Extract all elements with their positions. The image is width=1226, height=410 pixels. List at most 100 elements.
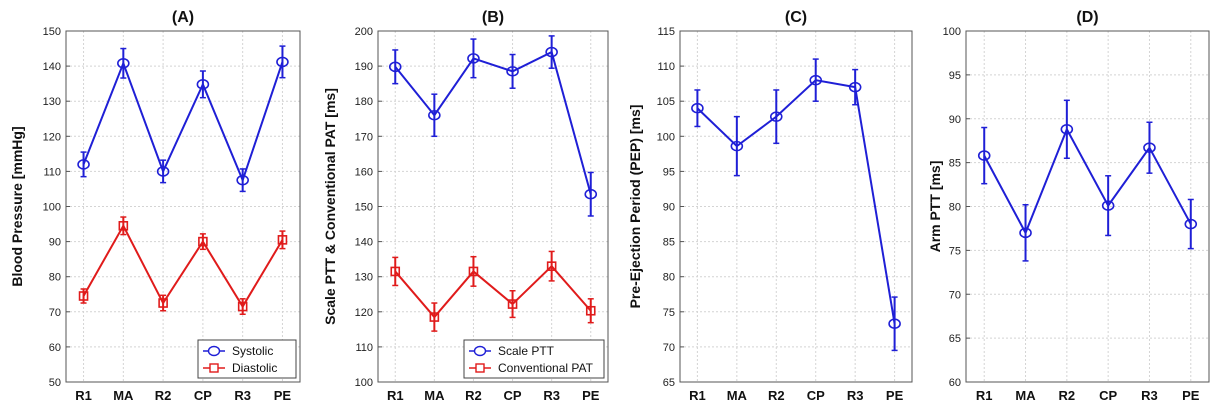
data-point-square (78, 291, 89, 301)
y-tick-label: 115 (657, 26, 675, 38)
data-point-circle (1060, 123, 1074, 135)
series-line (82, 60, 284, 184)
series-line (696, 79, 896, 324)
x-tick-label: R1 (976, 388, 993, 403)
y-tick-label: 90 (49, 237, 61, 249)
x-tick-label: R1 (75, 388, 92, 403)
x-tick-label: CP (504, 388, 522, 403)
data-point-circle (691, 102, 704, 114)
y-tick-label: 85 (663, 237, 675, 249)
legend-marker-square (475, 363, 485, 373)
x-tick-label: R3 (543, 388, 560, 403)
data-point-square (507, 299, 518, 309)
legend-label: Systolic (232, 344, 273, 358)
y-tick-label: 50 (49, 377, 61, 389)
x-tick-label: R3 (847, 388, 864, 403)
data-point-circle (977, 150, 991, 161)
y-tick-label: 95 (949, 70, 961, 82)
legend-marker-circle (473, 345, 487, 357)
legend-label: Diastolic (232, 361, 277, 375)
x-tick-label: PE (886, 388, 904, 403)
data-point-circle (1184, 218, 1198, 230)
data-point-square (198, 236, 208, 247)
data-point-circle (77, 159, 90, 170)
data-point-circle (236, 174, 249, 186)
legend-marker-square (209, 363, 219, 373)
data-point-square (429, 312, 440, 322)
x-tick-label: R2 (768, 388, 785, 403)
y-tick-label: 80 (663, 272, 675, 284)
data-point-circle (428, 109, 441, 121)
data-point-circle (467, 53, 480, 64)
x-tick-label: R2 (1059, 388, 1076, 403)
panel-title: (C) (785, 9, 807, 26)
y-tick-label: 180 (355, 96, 373, 108)
axes-frame (377, 30, 609, 383)
series-1 (77, 45, 289, 193)
data-point-square (390, 266, 401, 277)
y-tick-label: 70 (663, 342, 675, 354)
y-tick-label: 120 (355, 307, 373, 319)
y-tick-label: 200 (355, 26, 373, 38)
y-tick-label: 150 (43, 26, 61, 38)
y-tick-label: 85 (949, 158, 961, 170)
y-tick-label: 130 (43, 96, 61, 108)
y-tick-label: 90 (663, 202, 675, 214)
y-tick-label: 100 (355, 377, 373, 389)
y-tick-label: 95 (663, 166, 675, 178)
y-tick-label: 80 (949, 202, 961, 214)
data-point-circle (730, 140, 744, 152)
series-1 (691, 58, 901, 352)
x-tick-label: CP (807, 388, 825, 403)
series-1 (388, 35, 598, 217)
y-tick-label: 140 (355, 237, 373, 249)
y-tick-label: 70 (949, 289, 961, 301)
x-tick-label: MA (424, 388, 445, 403)
data-point-circle (196, 79, 210, 90)
data-point-circle (276, 56, 289, 68)
y-tick-label: 170 (355, 131, 373, 143)
legend-box (463, 339, 605, 379)
y-tick-label: 80 (49, 272, 61, 284)
series-line (983, 126, 1192, 236)
y-tick-label: 60 (949, 377, 961, 389)
y-tick-label: 140 (43, 61, 61, 73)
x-tick-label: PE (582, 388, 600, 403)
y-tick-label: 65 (949, 333, 961, 345)
legend-marker-circle (207, 345, 221, 357)
x-tick-label: MA (113, 388, 134, 403)
data-point-circle (1143, 142, 1156, 154)
y-tick-label: 70 (49, 307, 61, 319)
data-point-circle (888, 318, 901, 330)
panel-title: (B) (482, 9, 504, 26)
y-tick-label: 130 (355, 272, 373, 284)
y-tick-label: 160 (355, 166, 373, 178)
x-tick-label: R2 (465, 388, 482, 403)
x-tick-label: R3 (1141, 388, 1158, 403)
legend: Scale PTT Conventional PAT (463, 339, 605, 379)
series-line (394, 264, 592, 319)
data-point-circle (848, 81, 862, 93)
x-tick-label: MA (727, 388, 748, 403)
legend-label: Scale PTT (498, 344, 555, 358)
series-line (394, 50, 592, 195)
data-point-square (118, 221, 129, 231)
series-line (82, 223, 284, 309)
y-tick-label: 100 (657, 131, 675, 143)
x-tick-label: R1 (689, 388, 706, 403)
data-point-circle (1101, 200, 1115, 211)
x-tick-label: R1 (387, 388, 404, 403)
y-tick-label: 110 (355, 342, 373, 354)
y-axis-label: Blood Pressure [mmHg] (9, 126, 25, 286)
legend: Systolic Diastolic (197, 339, 297, 379)
y-tick-label: 65 (663, 377, 675, 389)
chart-panel-2: 100 110 120 130 140 150 160 170 180 190 200 R1 MA R2 C… (322, 9, 609, 403)
y-axis-label: Scale PTT & Conventional PAT [ms] (322, 88, 338, 325)
data-point-square (585, 305, 596, 316)
panel-title: (A) (172, 9, 194, 26)
legend-label: Conventional PAT (498, 361, 594, 375)
x-tick-label: R3 (234, 388, 251, 403)
data-point-circle (156, 166, 170, 177)
x-tick-label: PE (1182, 388, 1200, 403)
